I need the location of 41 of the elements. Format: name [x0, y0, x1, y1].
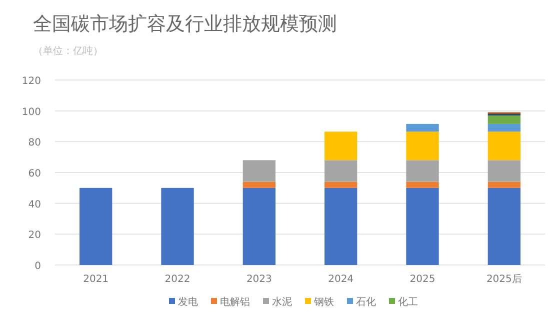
- y-tick-label: 0: [34, 261, 41, 272]
- legend-label: 发电: [178, 296, 198, 308]
- bar: [242, 160, 276, 182]
- y-tick-label: 80: [28, 138, 41, 149]
- bar: [324, 160, 358, 182]
- x-tick-label: 2025: [410, 274, 436, 285]
- bar: [488, 124, 520, 132]
- bar: [324, 182, 358, 188]
- x-tick-label: 2021: [83, 274, 109, 285]
- bar: [406, 182, 439, 188]
- y-tick-label: 120: [22, 76, 41, 87]
- x-tick-label: 2024: [328, 274, 354, 285]
- bar: [406, 188, 439, 265]
- bar: [324, 132, 358, 160]
- legend-label: 化工: [398, 296, 418, 308]
- legend-label: 电解铝: [220, 296, 250, 308]
- y-tick-label: 40: [28, 199, 41, 210]
- chart-subtitle: （单位：亿吨）: [33, 45, 103, 57]
- bar: [488, 132, 520, 160]
- bar: [161, 188, 194, 265]
- bar: [488, 188, 520, 265]
- bar: [488, 182, 520, 188]
- bar: [242, 188, 276, 265]
- y-tick-label: 100: [22, 106, 41, 118]
- x-tick-label: 2023: [246, 274, 272, 285]
- bar: [488, 160, 520, 182]
- y-tick-label: 60: [28, 168, 41, 180]
- bar: [242, 182, 276, 188]
- legend-label: 水泥: [272, 296, 292, 308]
- bar: [488, 115, 520, 124]
- chart-title: 全国碳市场扩容及行业排放规模预测: [33, 13, 337, 35]
- y-tick-label: 20: [28, 230, 41, 242]
- bar: [406, 132, 439, 160]
- bar: [324, 188, 358, 265]
- x-tick-label: 2022: [164, 274, 190, 285]
- x-tick-label: 2025后: [486, 273, 522, 285]
- bar: [406, 160, 439, 182]
- bar: [80, 188, 112, 265]
- legend-label: 石化: [356, 296, 376, 308]
- legend-label: 钢铁: [313, 296, 334, 308]
- bar: [406, 124, 439, 132]
